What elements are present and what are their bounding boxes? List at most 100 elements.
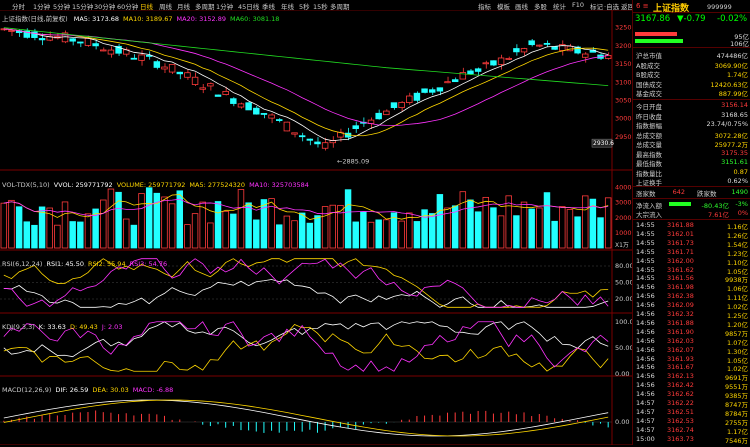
period-tab[interactable]: 5分钟	[53, 3, 71, 11]
tick-row: 14:57 3162.74 1.17亿	[636, 425, 748, 436]
price-tick: 3150	[615, 60, 632, 68]
chart-menu-item[interactable]: 标记	[590, 3, 603, 11]
period-tab[interactable]: 5秒	[299, 3, 310, 11]
stat-row: 上证换手 0.62%	[636, 177, 748, 187]
volume-bar	[352, 221, 359, 249]
candle	[92, 43, 99, 47]
candle	[482, 62, 490, 65]
stat-row: 最高指数 3175.35	[636, 148, 748, 159]
chart-menu-item[interactable]: 返回	[621, 3, 634, 11]
stat-row: 指数振幅 23.74/0.75%	[636, 120, 748, 130]
period-tab[interactable]: 月线	[177, 3, 190, 11]
period-tab[interactable]: 多周期	[195, 3, 215, 11]
candle	[31, 31, 38, 38]
legend-item: MA5: 3173.68	[73, 15, 120, 23]
tick-row: 14:56 3161.88 1.20亿	[636, 318, 748, 329]
volume-bar	[69, 221, 76, 249]
tick-row: 14:55 3161.56 9938万	[636, 274, 748, 285]
ma-line	[3, 28, 609, 142]
volume-bar	[413, 221, 421, 249]
volume-bar	[77, 221, 84, 249]
volume-bar	[344, 189, 352, 249]
tick-row: 14:56 3162.07 1.30亿	[636, 345, 748, 356]
chart-menu-item[interactable]: 模板	[497, 3, 510, 11]
candle	[207, 83, 214, 87]
legend-item: MA10: 3189.67	[123, 15, 173, 23]
period-tab[interactable]: 15分钟	[72, 3, 94, 11]
tick-row: 14:55 3161.88 1.16亿	[636, 221, 748, 231]
stat-row: 最低指数 3151.61	[636, 158, 748, 168]
macd-tick: 0.00	[615, 418, 629, 426]
price-tick: 2950	[615, 133, 632, 141]
volume-bar	[237, 189, 245, 249]
stat-row: 国债成交 12420.63亿	[636, 80, 748, 89]
volume-bar	[191, 213, 199, 249]
chart-menu-item[interactable]: 画线	[515, 3, 528, 11]
period-tab[interactable]: 分时	[12, 3, 25, 11]
price-tick: 3250	[615, 24, 632, 32]
period-tab[interactable]: 日线	[140, 3, 153, 11]
tick-row: 14:56 3162.62 9385万	[636, 390, 748, 401]
chart-canvas[interactable]: 3250 3200 3150 3100 3050 3000 2950 ←2885.09 2930…	[0, 10, 638, 446]
tick-row: 14:57 3162.51 8784万	[636, 407, 748, 418]
price-change: ▼-0.79	[677, 14, 706, 24]
price-tick: 3200	[615, 42, 632, 50]
chart-area[interactable]: 3250 3200 3150 3100 3050 3000 2950 ←2885.09 2930…	[0, 10, 638, 446]
volume-bar	[451, 205, 459, 249]
candle	[253, 107, 260, 115]
period-tab[interactable]: 1分钟	[216, 3, 234, 11]
quote-info-panel: 6 ≡ 上证指数 999999 3167.86 ▼-0.79 -0.02% 95…	[632, 0, 750, 445]
period-tab[interactable]: 季线	[262, 3, 275, 11]
chart-menu-item[interactable]: 指标	[478, 3, 491, 11]
volume-bar	[222, 210, 229, 249]
period-tab[interactable]: 45日线	[238, 3, 260, 11]
volume-bar	[559, 206, 566, 249]
chart-menu-item[interactable]: 统计	[553, 3, 566, 11]
legend-item: RSI2: 55.94	[88, 260, 126, 268]
period-tab[interactable]: 年线	[281, 3, 294, 11]
volume-bar	[138, 193, 145, 249]
candle	[23, 30, 31, 38]
tick-row: 14:55 3162.01 1.26亿	[636, 229, 748, 240]
period-tab[interactable]: 多周期	[330, 3, 350, 11]
indicator-line	[3, 324, 609, 372]
volume-bar	[107, 188, 115, 249]
candle	[291, 132, 298, 135]
volume-bar	[268, 198, 275, 249]
last-price: 3167.86	[635, 14, 671, 24]
volume-unit: X1万	[615, 242, 629, 249]
candle	[77, 41, 84, 44]
candle	[528, 40, 535, 46]
candle	[199, 87, 206, 90]
period-tab[interactable]: 60分钟	[117, 3, 139, 11]
tick-row: 14:55 3161.62 1.05亿	[636, 265, 748, 276]
price-tag-box	[591, 138, 613, 148]
volume-tick: 30000	[615, 199, 632, 207]
period-tab[interactable]: 30分钟	[94, 3, 116, 11]
kdj-tick: 100.00	[615, 318, 632, 326]
volume-bar	[145, 187, 153, 249]
volume-bar	[214, 201, 222, 249]
volume-bar	[207, 222, 214, 249]
kline-title: 上证指数(日线,前复权)	[2, 15, 68, 23]
volume-bar	[275, 224, 283, 249]
period-tab[interactable]: 周线	[159, 3, 172, 11]
security-name[interactable]: 上证指数	[653, 4, 690, 14]
chart-menu-item[interactable]: 多股	[534, 3, 547, 11]
volume-bar	[260, 199, 268, 249]
period-tab[interactable]: 15秒	[313, 3, 328, 11]
volume-bar	[176, 190, 183, 249]
candle	[383, 110, 390, 116]
volume-ma-line	[3, 198, 609, 218]
volume-bar	[444, 207, 451, 249]
volume-bar	[38, 206, 46, 249]
volume-bar	[100, 199, 107, 249]
volume-bar	[46, 207, 53, 249]
volume-bar	[513, 215, 520, 249]
volume-bar	[298, 212, 306, 249]
candle	[451, 79, 459, 83]
security-number: 6 ≡	[636, 2, 649, 10]
chart-menu-item[interactable]: F10	[572, 1, 585, 9]
chart-menu-item[interactable]: ·自选	[604, 3, 620, 11]
period-tab[interactable]: 1分钟	[33, 3, 51, 11]
